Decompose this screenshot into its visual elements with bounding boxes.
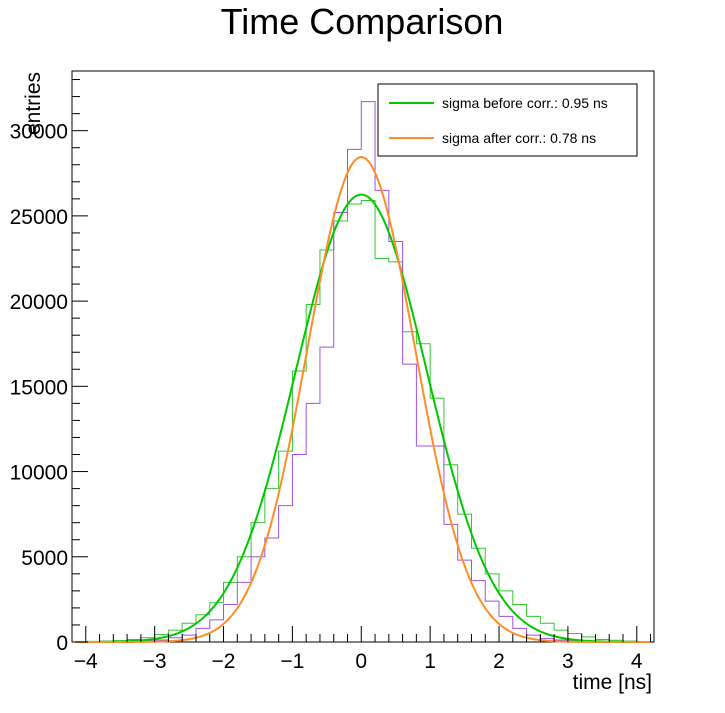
x-tick-label: −4 <box>74 650 98 673</box>
y-tick-label: 15000 <box>10 376 68 399</box>
plot-frame <box>71 70 655 643</box>
x-tick-label: 1 <box>424 650 436 673</box>
x-tick-label: 3 <box>562 650 574 673</box>
x-axis-title: time [ns] <box>573 671 652 694</box>
legend: sigma before corr.: 0.95 ns sigma after c… <box>377 83 638 157</box>
x-tick-label: −1 <box>280 650 304 673</box>
histogram-2 <box>85 101 651 643</box>
legend-box <box>377 83 638 157</box>
x-tick-label: 4 <box>631 650 643 673</box>
y-axis-title: entries <box>22 72 45 135</box>
histograms <box>85 101 651 643</box>
y-tick-label: 30000 <box>10 121 68 144</box>
y-tick-label: 0 <box>56 632 68 655</box>
x-tick-label: −2 <box>212 650 236 673</box>
x-tick-label: 2 <box>493 650 505 673</box>
axes: −4 −3 −2 −1 0 1 2 3 4 0 5000 10000 15000 20000 25000 30… <box>10 79 652 673</box>
plot-area-border <box>71 70 655 643</box>
legend-entry-2: sigma after corr.: 0.78 ns <box>442 130 596 146</box>
y-tick-label: 5000 <box>21 547 68 570</box>
x-tick-label: −3 <box>143 650 167 673</box>
y-tick-label: 10000 <box>10 462 68 485</box>
histogram-1 <box>85 200 651 642</box>
chart-title: Time Comparison <box>221 1 504 42</box>
y-tick-label: 25000 <box>10 206 68 229</box>
legend-entry-1: sigma before corr.: 0.95 ns <box>442 95 608 111</box>
y-tick-label: 20000 <box>10 291 68 314</box>
x-tick-label: 0 <box>355 650 367 673</box>
